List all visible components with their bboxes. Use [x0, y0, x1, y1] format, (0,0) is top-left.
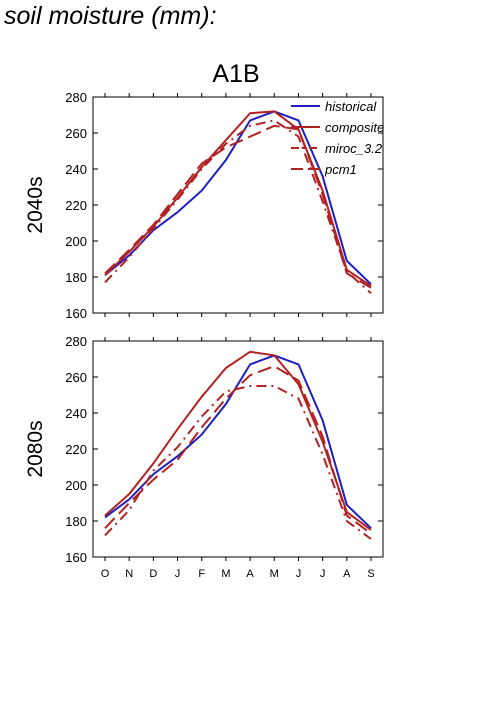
series-line-historical — [104, 110, 372, 285]
y-axis-label: 2080s — [24, 420, 47, 477]
legend-label: pcm1 — [324, 162, 357, 177]
chart-title: A1B — [212, 60, 259, 88]
y-tick-label: 220 — [65, 198, 87, 213]
x-tick-label: M — [221, 568, 230, 580]
page-title: soil moisture (mm): — [4, 2, 217, 30]
x-tick-label: A — [246, 568, 254, 580]
series-line-composite — [104, 350, 372, 531]
y-tick-label: 240 — [65, 162, 87, 177]
y-tick-label: 180 — [65, 514, 87, 529]
y-axis-label: 2040s — [24, 176, 47, 233]
series-line-miroc-3-2 — [104, 119, 372, 294]
x-tick-label: S — [367, 568, 374, 580]
x-tick-label: M — [270, 568, 279, 580]
series-line-historical — [104, 354, 372, 529]
x-tick-label: D — [149, 568, 157, 580]
series-line-pcm1 — [104, 365, 372, 535]
x-tick-label: J — [296, 568, 302, 580]
y-tick-label: 280 — [65, 334, 87, 349]
y-tick-label: 240 — [65, 406, 87, 421]
y-tick-label: 160 — [65, 550, 87, 565]
y-tick-label: 260 — [65, 126, 87, 141]
y-tick-label: 200 — [65, 234, 87, 249]
series-line-pcm1 — [104, 124, 372, 289]
series-line-composite — [104, 110, 372, 287]
x-tick-label: A — [343, 568, 351, 580]
x-tick-label: J — [320, 568, 326, 580]
legend-label: miroc_3.2 — [325, 141, 383, 156]
legend-label: composite — [325, 120, 384, 135]
x-tick-label: O — [101, 568, 110, 580]
y-tick-label: 200 — [65, 478, 87, 493]
legend-label: historical — [325, 99, 377, 114]
y-tick-label: 260 — [65, 370, 87, 385]
y-tick-label: 180 — [65, 270, 87, 285]
x-tick-label: N — [125, 568, 133, 580]
x-tick-label: J — [175, 568, 181, 580]
y-tick-label: 160 — [65, 306, 87, 321]
x-tick-label: F — [198, 568, 205, 580]
plot-frame — [92, 340, 384, 558]
series-line-miroc-3-2 — [104, 385, 372, 540]
y-tick-label: 220 — [65, 442, 87, 457]
y-tick-label: 280 — [65, 90, 87, 105]
